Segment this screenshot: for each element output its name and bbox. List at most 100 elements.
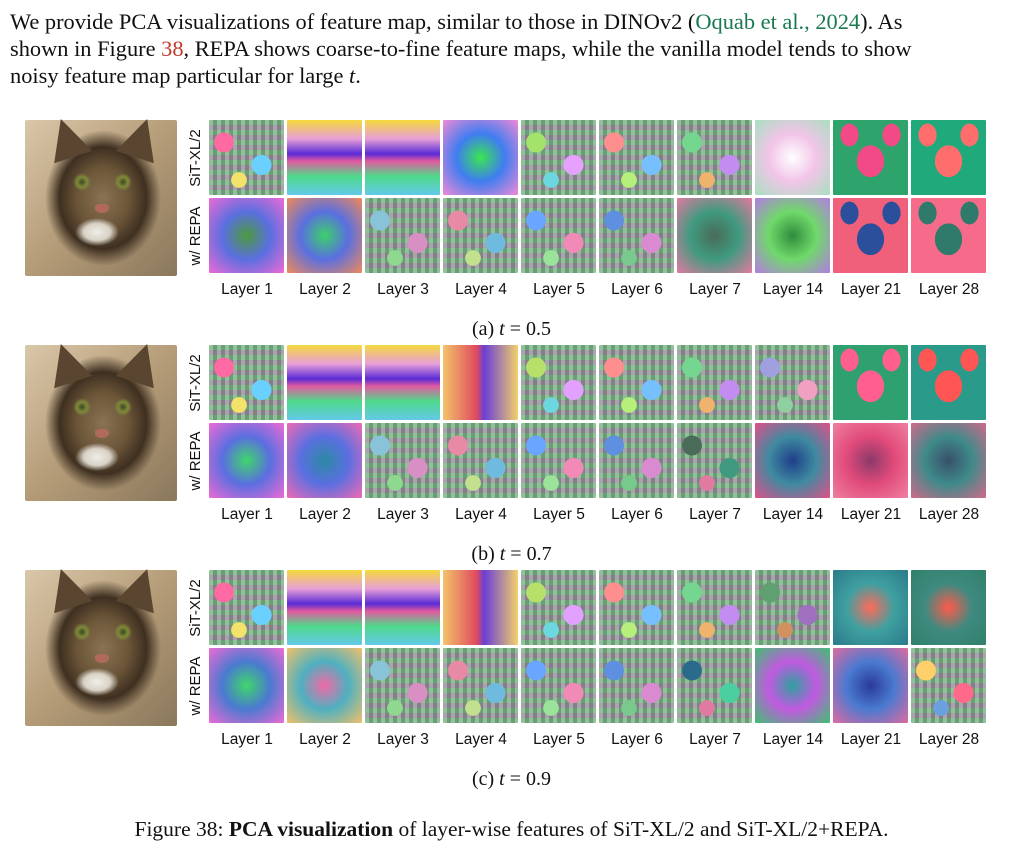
feature-map-tile (677, 198, 752, 273)
layer-label: Layer 14 (762, 731, 824, 748)
para-math-var: t (349, 63, 356, 88)
feature-map-tile (677, 570, 752, 645)
feature-map-tile (911, 648, 986, 723)
layer-label: Layer 2 (299, 731, 351, 748)
layer-label: Layer 1 (221, 506, 273, 523)
cat-photo-ear-r (115, 112, 167, 164)
feature-map-tile (209, 648, 284, 723)
feature-map-tile (443, 345, 518, 420)
para-text: noisy feature map particular for large (10, 63, 350, 88)
feature-map-tile (833, 648, 908, 723)
layer-label: Layer 21 (840, 281, 902, 298)
layer-label: Layer 5 (533, 731, 585, 748)
layer-label: Layer 5 (533, 281, 585, 298)
layer-label: Layer 28 (918, 506, 980, 523)
feature-map-tile (677, 345, 752, 420)
layer-labels: Layer 1 Layer 2 Layer 3 Layer 4 Layer 5 Layer… (209, 281, 989, 301)
feature-map-tile (209, 423, 284, 498)
subcaption-prefix: (c) (471, 768, 500, 790)
row-label-sit: SiT-XL/2 (187, 354, 204, 412)
row-label-repa: w/ REPA (187, 431, 204, 491)
feature-map-tile (287, 345, 362, 420)
feature-map-tile (521, 570, 596, 645)
feature-map-tile (287, 570, 362, 645)
layer-label: Layer 3 (377, 506, 429, 523)
cat-photo-nose (95, 204, 109, 213)
layer-label: Layer 14 (762, 281, 824, 298)
subcaption-var: t (499, 543, 506, 565)
feature-map-tile (365, 423, 440, 498)
layer-label: Layer 4 (455, 506, 507, 523)
feature-map-tile (911, 570, 986, 645)
feature-map-tile (443, 648, 518, 723)
feature-map-tile (911, 120, 986, 195)
layer-label: Layer 6 (611, 506, 663, 523)
feature-map-tile (599, 648, 674, 723)
layer-label: Layer 2 (299, 506, 351, 523)
layer-label: Layer 3 (377, 281, 429, 298)
feature-map-tile (833, 423, 908, 498)
feature-map-tile (911, 345, 986, 420)
layer-label: Layer 21 (840, 731, 902, 748)
figure-panel: SiT-XL/2 w/ REPA Layer 1 Layer 2 Layer 3 Laye… (0, 337, 1023, 570)
feature-map-tile (599, 570, 674, 645)
figure-caption-bold: PCA visualization (228, 817, 394, 841)
feature-map-tile (443, 570, 518, 645)
cat-photo-nose (95, 429, 109, 438)
feature-map-tile (443, 198, 518, 273)
feature-map-tile (287, 120, 362, 195)
feature-map-tile (365, 198, 440, 273)
layer-label: Layer 4 (455, 731, 507, 748)
cat-photo-ear-r (115, 562, 167, 614)
subfigure-caption: (a) t = 0.5 (0, 318, 1023, 341)
layer-label: Layer 6 (611, 731, 663, 748)
layer-label: Layer 1 (221, 281, 273, 298)
feature-map-tile (833, 120, 908, 195)
feature-map-tile (599, 120, 674, 195)
layer-label: Layer 5 (533, 506, 585, 523)
figure-caption-text: of layer-wise features of SiT-XL/2 and S… (393, 817, 889, 841)
subfigure-caption: (c) t = 0.9 (0, 768, 1023, 791)
feature-map-tile (833, 345, 908, 420)
row-label-sit: SiT-XL/2 (187, 129, 204, 187)
layer-labels: Layer 1 Layer 2 Layer 3 Layer 4 Layer 5 Layer… (209, 506, 989, 526)
figure-ref-link[interactable]: 38 (161, 36, 184, 61)
layer-label: Layer 3 (377, 731, 429, 748)
feature-map-tile (521, 198, 596, 273)
feature-map-tile (833, 198, 908, 273)
feature-map-tile (365, 648, 440, 723)
para-text: , REPA shows coarse-to-fine feature maps… (183, 36, 912, 61)
cat-photo (25, 112, 177, 276)
layer-label: Layer 1 (221, 731, 273, 748)
feature-map-tile (833, 570, 908, 645)
layer-label: Layer 7 (689, 731, 741, 748)
citation-link[interactable]: Oquab et al., 2024 (695, 9, 861, 34)
feature-map-tile (287, 198, 362, 273)
row-label-repa: w/ REPA (187, 206, 204, 266)
layer-label: Layer 28 (918, 281, 980, 298)
feature-map-tile (287, 423, 362, 498)
row-label-sit: SiT-XL/2 (187, 579, 204, 637)
feature-map-tile (365, 570, 440, 645)
feature-map-tile (209, 345, 284, 420)
layer-labels: Layer 1 Layer 2 Layer 3 Layer 4 Layer 5 Layer… (209, 731, 989, 751)
subcaption-prefix: (a) (471, 318, 500, 340)
feature-map-tile (521, 423, 596, 498)
feature-map-tile (521, 345, 596, 420)
feature-map-tile (755, 423, 830, 498)
feature-map-tile (755, 570, 830, 645)
figure-panel: SiT-XL/2 w/ REPA Layer 1 Layer 2 Layer 3 Laye… (0, 112, 1023, 345)
feature-map-tile (755, 120, 830, 195)
layer-label: Layer 6 (611, 281, 663, 298)
feature-map-tile (755, 345, 830, 420)
feature-map-tile (599, 423, 674, 498)
para-text: We provide PCA visualizations of feature… (10, 9, 696, 34)
feature-map-tile (599, 345, 674, 420)
intro-paragraph: We provide PCA visualizations of feature… (10, 8, 1010, 89)
feature-map-tile (365, 120, 440, 195)
cat-photo (25, 337, 177, 501)
subcaption-value: = 0.5 (504, 318, 552, 340)
feature-map-tile (911, 423, 986, 498)
cat-photo-ear-l (41, 337, 93, 389)
subcaption-var: t (499, 318, 505, 340)
